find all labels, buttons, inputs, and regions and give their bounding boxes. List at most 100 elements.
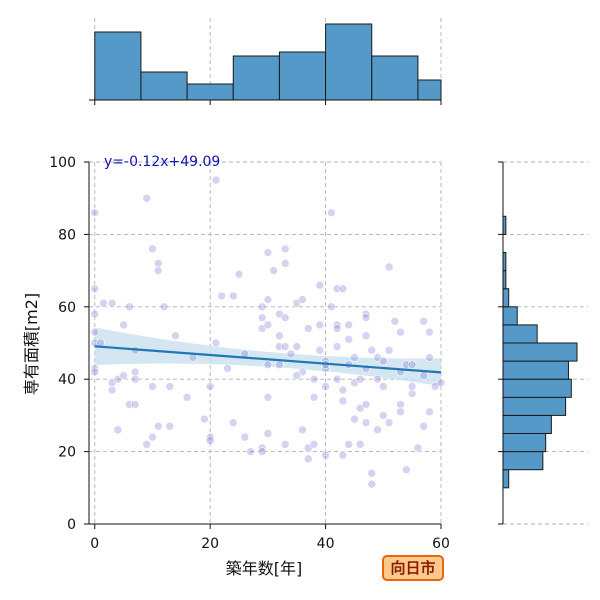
x-histogram-bar [186,83,234,101]
scatter-point [159,302,169,312]
scatter-point [113,425,123,435]
scatter-point [327,208,336,217]
scatter-point [309,440,319,449]
y-tick-label: 20 [58,445,76,461]
scatter-point [361,400,371,409]
y-tick-label: 0 [67,517,76,533]
x-histogram-bar [417,79,442,101]
scatter-point [263,429,273,438]
scatter-point [90,364,100,373]
scatter-point [223,364,232,373]
scatter-point [367,469,377,478]
scatter-point [384,262,394,272]
scatter-point [407,360,417,370]
city-badge: 向日市 [382,555,444,581]
scatter-point [200,414,209,424]
scatter-point [378,411,388,420]
y-marginal-histogram [498,161,588,525]
scatter-point [275,360,284,370]
y-tick-label: 60 [58,300,76,316]
scatter-point [153,259,163,268]
confidence-band [94,327,441,387]
scatter-point [286,349,296,359]
scatter-point [269,266,278,275]
scatter-point [378,382,388,391]
scatter-point [396,407,405,417]
scatter-point [263,295,273,304]
scatter-point [332,320,342,330]
scatter-point [425,407,434,417]
y-histogram-bar [502,378,572,398]
scatter-point [148,244,157,254]
scatter-point [119,320,128,330]
scatter-point [303,454,313,464]
scatter-point [153,266,163,275]
scatter-point [315,345,325,355]
scatter-point [303,324,313,333]
scatter-point [315,280,325,290]
regression-equation: y=-0.12x+49.09 [104,154,220,170]
y-axis-title: 専有面積[m2] [22,293,41,395]
scatter-point [240,432,250,442]
y-histogram-bar [502,396,567,416]
scatter-point [338,396,348,406]
scatter-point [327,302,336,312]
y-histogram-bar [502,288,510,308]
scatter-point [425,353,434,362]
scatter-point [425,327,434,337]
y-histogram-bar [502,451,544,471]
scatter-point [373,425,382,435]
scatter-point [263,360,273,370]
scatter-point [130,400,140,409]
x-tick-label: 20 [201,536,219,552]
scatter-point [321,382,330,391]
scatter-point [130,367,140,377]
scatter-point [419,316,428,326]
scatter-point [298,425,307,435]
scatter-point [280,259,290,268]
scatter-point [419,421,428,431]
scatter-point [407,389,417,398]
scatter-point [384,345,394,355]
scatter-point [396,327,405,337]
scatter-point [234,269,244,279]
scatter-point [119,371,128,380]
scatter-point [332,374,342,384]
scatter-point [390,316,400,326]
x-tick-label: 60 [432,536,450,552]
scatter-point [90,367,100,377]
scatter-point [292,371,302,380]
scatter-point [373,374,382,384]
y-histogram-bar [502,360,569,380]
regression-line [94,345,442,374]
scatter-point [148,382,157,391]
scatter-point [344,440,353,449]
scatter-point [211,338,221,348]
scatter-point [275,331,284,341]
scatter-point [378,356,388,366]
scatter-point [107,298,117,308]
scatter-point [257,447,267,456]
scatter-point [280,244,290,254]
scatter-point [263,392,273,402]
main-scatter-panel: 0 20 40 60 0 20 40 60 80 100 [49,155,450,552]
scatter-point [355,440,365,449]
scatter-point [217,291,227,301]
scatter-point [280,440,290,449]
scatter-point [355,374,365,384]
scatter-point [263,320,273,330]
y-histogram-bar [502,433,547,453]
scatter-point [298,295,307,304]
scatter-point [396,400,405,409]
y-histogram-bar [502,342,578,362]
scatter-point [367,345,377,355]
scatter-point [332,342,342,351]
scatter-point [419,371,428,380]
scatter-point [361,418,371,427]
scatter-point [148,432,157,442]
scatter-point [350,353,359,362]
scatter-point [90,208,100,217]
scatter-point [246,447,255,456]
scatter-point [338,385,348,395]
